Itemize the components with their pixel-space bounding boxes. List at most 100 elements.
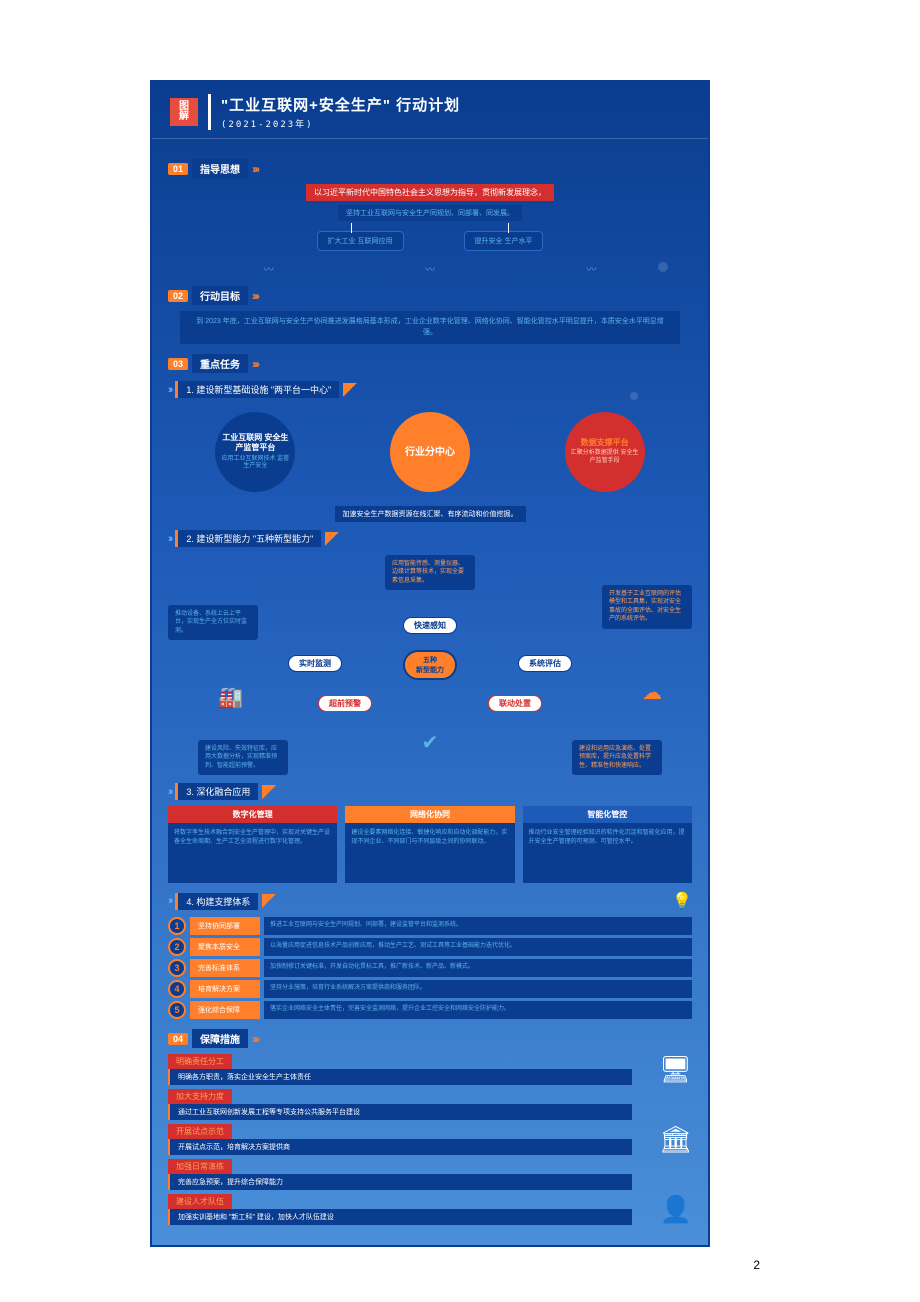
num-row: 1 坚持协同部署 推进工业互联网与安全生产同规划、同部署，建设监管平台和监测系统… xyxy=(168,917,692,935)
s1-red-bar: 以习近平新时代中国特色社会主义思想为指导，贯彻新发展理念， xyxy=(306,184,554,201)
row-num: 1 xyxy=(168,917,186,935)
row-label: 坚持协同部署 xyxy=(190,917,260,935)
tail-deco xyxy=(325,532,339,546)
col-1-body: 将数字孪生技术融合到安全生产管理中，实现对关键生产设备全生命周期、生产工艺全流程… xyxy=(168,823,337,883)
circle-3: 数据支撑平台 汇聚分析数据提供 安全生产监管手段 xyxy=(565,412,645,492)
section-num: 03 xyxy=(168,358,188,370)
header-title-wrap: "工业互联网+安全生产" 行动计划 (2021-2023年) xyxy=(208,94,460,130)
cap-desc-5: 建设和运用应急演练、处置预案库，提升应急处置科学性、精准性和快速响应。 xyxy=(572,740,662,775)
cloud-icon: ☁ xyxy=(642,680,662,705)
circle-1-title: 工业互联网 安全生产监管平台 xyxy=(221,433,289,454)
col-3-body: 推动行业安全管理经验知识的软件化沉淀和智能化应用，提升安全生产管理的可预测、可管… xyxy=(523,823,692,883)
cap-label-4: 超前预警 xyxy=(318,695,372,712)
row-text: 坚持分业施策，培育行业系统解决方案提供商和服务团队。 xyxy=(264,980,692,998)
cap-desc-2: 推动设备、系统上云上平台，实现生产全方位实时监测。 xyxy=(168,605,258,640)
five-capabilities: 五种 新型能力 快速感知 实时监测 系统评估 超前预警 联动处置 应用智能传感、… xyxy=(168,555,692,775)
row-text: 加快制修订关键标准，开发自动化贯标工具，推广新技术、新产品、新模式。 xyxy=(264,959,692,977)
three-circles: 工业互联网 安全生产监管平台 应用工业互联网技术 监管生产安全 行业分中心 数据… xyxy=(168,412,692,492)
guard-item: 加强日常演练 完善应急预案，提升综合保障能力 xyxy=(168,1159,632,1190)
cap-label-1: 快速感知 xyxy=(403,617,457,634)
sub-3-4-head: ›› 4. 构建支撑体系 💡 xyxy=(168,891,692,911)
col-3-head: 智能化管控 xyxy=(523,806,692,823)
row-label: 聚焦本质安全 xyxy=(190,938,260,956)
s1-box-2: 提升安全 生产水平 xyxy=(464,231,544,251)
col-1-head: 数字化管理 xyxy=(168,806,337,823)
guard-head: 开展试点示范 xyxy=(168,1124,232,1139)
infographic-header: 图 解 "工业互联网+安全生产" 行动计划 (2021-2023年) xyxy=(152,82,708,139)
chevron-icon: ››› xyxy=(252,1032,258,1046)
section-title: 保障措施 xyxy=(192,1029,248,1048)
guard-item: 开展试点示范 开展试点示范，培育解决方案提供商 xyxy=(168,1124,632,1155)
section-04-head: 04 保障措施 ››› xyxy=(168,1029,692,1048)
circle-1: 工业互联网 安全生产监管平台 应用工业互联网技术 监管生产安全 xyxy=(215,412,295,492)
row-text: 落实企业网络安全主体责任，完善安全监测网络，提升企业工控安全和网络安全防护能力。 xyxy=(264,1001,692,1019)
cap-desc-1: 应用智能传感、测量仪器、边缘计算等技术，实现全要素信息采集。 xyxy=(385,555,475,590)
triple-columns: 数字化管理 将数字孪生技术融合到安全生产管理中，实现对关键生产设备全生命周期、生… xyxy=(168,806,692,883)
circle-3-title: 数据支撑平台 xyxy=(581,438,629,448)
chevron-icon: ››› xyxy=(252,162,258,176)
guard-body: 完善应急预案，提升综合保障能力 xyxy=(168,1174,632,1190)
col-3: 智能化管控 推动行业安全管理经验知识的软件化沉淀和智能化应用，提升安全生产管理的… xyxy=(523,806,692,883)
circle-2: 行业分中心 xyxy=(390,412,470,492)
check-icon: ✔ xyxy=(422,730,439,755)
deco-dot xyxy=(658,262,668,272)
num-row: 2 聚焦本质安全 以海量应用促进信息技术产品创新应用，推动生产工艺、测试工具等工… xyxy=(168,938,692,956)
num-row: 4 培育解决方案 坚持分业施策，培育行业系统解决方案提供商和服务团队。 xyxy=(168,980,692,998)
factory-icon: 🏭 xyxy=(218,685,243,710)
row-num: 5 xyxy=(168,1001,186,1019)
header-badge: 图 解 xyxy=(170,98,198,126)
guard-item: 建设人才队伍 加强实训基地和 "新工科" 建设，加快人才队伍建设 xyxy=(168,1194,632,1225)
cap-label-5: 联动处置 xyxy=(488,695,542,712)
row-num: 2 xyxy=(168,938,186,956)
section-title: 重点任务 xyxy=(192,354,248,373)
cap-desc-3: 开发基于工业互联网的评估模型和工具集，实现对安全事故的全面评估、对安全生产的系统… xyxy=(602,585,692,629)
section-02-head: 02 行动目标 ››› xyxy=(168,286,692,305)
s1-blue-bar: 坚持工业互联网与安全生产同规划、同部署、同发展。 xyxy=(338,205,522,221)
sub-3-1-head: ›› 1. 建设新型基础设施 "两平台一中心" xyxy=(168,381,692,398)
guard-item: 加大支持力度 通过工业互联网创新发展工程等专项支持公共服务平台建设 xyxy=(168,1089,632,1120)
infographic-container: 图 解 "工业互联网+安全生产" 行动计划 (2021-2023年) 01 指导… xyxy=(150,80,710,1247)
section-num: 04 xyxy=(168,1033,188,1045)
five-center: 五种 新型能力 xyxy=(403,650,457,680)
sub-3-3-head: ›› 3. 深化融合应用 xyxy=(168,783,692,800)
cap-label-3: 系统评估 xyxy=(518,655,572,672)
s2-desc: 到 2023 年底，工业互联网与安全生产协同推进发展格局基本形成，工业企业数字化… xyxy=(180,311,680,344)
guard-body: 通过工业互联网创新发展工程等专项支持公共服务平台建设 xyxy=(168,1104,632,1120)
numbered-list: 1 坚持协同部署 推进工业互联网与安全生产同规划、同部署，建设监管平台和监测系统… xyxy=(168,917,692,1019)
section-num: 01 xyxy=(168,163,188,175)
bank-icon: 🏛 xyxy=(659,1124,692,1155)
sub-title: 1. 建设新型基础设施 "两平台一中心" xyxy=(175,381,339,398)
cap-label-2: 实时监测 xyxy=(288,655,342,672)
tail-deco xyxy=(262,785,276,799)
section-num: 02 xyxy=(168,290,188,302)
num-row: 3 完善标准体系 加快制修订关键标准，开发自动化贯标工具，推广新技术、新产品、新… xyxy=(168,959,692,977)
s4-list-wrap: 明确责任分工 明确各方职责，落实企业安全生产主体责任 加大支持力度 通过工业互联… xyxy=(168,1054,692,1225)
row-num: 3 xyxy=(168,959,186,977)
guard-head: 建设人才队伍 xyxy=(168,1194,232,1209)
cap-desc-4: 建设风险、失效特征库，应用大数据分析，实现精准预判、智能超前预警。 xyxy=(198,740,288,775)
s1-two-boxes: 扩大工业 互联网应用 提升安全 生产水平 xyxy=(168,231,692,251)
person-icon: 👤 xyxy=(660,1194,692,1225)
section-01-head: 01 指导思想 ››› xyxy=(168,159,692,178)
tail-deco xyxy=(343,383,357,397)
chevron-icon: ››› xyxy=(252,289,258,303)
guard-item: 明确责任分工 明确各方职责，落实企业安全生产主体责任 xyxy=(168,1054,632,1085)
col-1: 数字化管理 将数字孪生技术融合到安全生产管理中，实现对关键生产设备全生命周期、生… xyxy=(168,806,337,883)
chevron-icon: ›› xyxy=(168,786,171,798)
deco-clouds: 〰〰〰 xyxy=(188,261,672,276)
sub-3-2-head: ›› 2. 建设新型能力 "五种新型能力" xyxy=(168,530,692,547)
circle-3-desc: 汇聚分析数据提供 安全生产监管手段 xyxy=(571,450,639,466)
section-title: 行动目标 xyxy=(192,286,248,305)
header-subtitle: (2021-2023年) xyxy=(221,117,460,130)
five-center-b: 新型能力 xyxy=(416,665,444,675)
chevron-icon: ›› xyxy=(168,895,171,907)
row-label: 完善标准体系 xyxy=(190,959,260,977)
lightbulb-icon: 💡 xyxy=(672,891,692,911)
num-row: 5 强化综合保障 落实企业网络安全主体责任，完善安全监测网络，提升企业工控安全和… xyxy=(168,1001,692,1019)
row-text: 推进工业互联网与安全生产同规划、同部署，建设监管平台和监测系统。 xyxy=(264,917,692,935)
sub-title: 4. 构建支撑体系 xyxy=(175,893,258,910)
monitor-icon: 🖥 xyxy=(659,1054,692,1085)
row-text: 以海量应用促进信息技术产品创新应用，推动生产工艺、测试工具等工业基础能力迭代优化… xyxy=(264,938,692,956)
guard-head: 加强日常演练 xyxy=(168,1159,232,1174)
infographic-body: 01 指导思想 ››› 以习近平新时代中国特色社会主义思想为指导，贯彻新发展理念… xyxy=(152,139,708,1245)
